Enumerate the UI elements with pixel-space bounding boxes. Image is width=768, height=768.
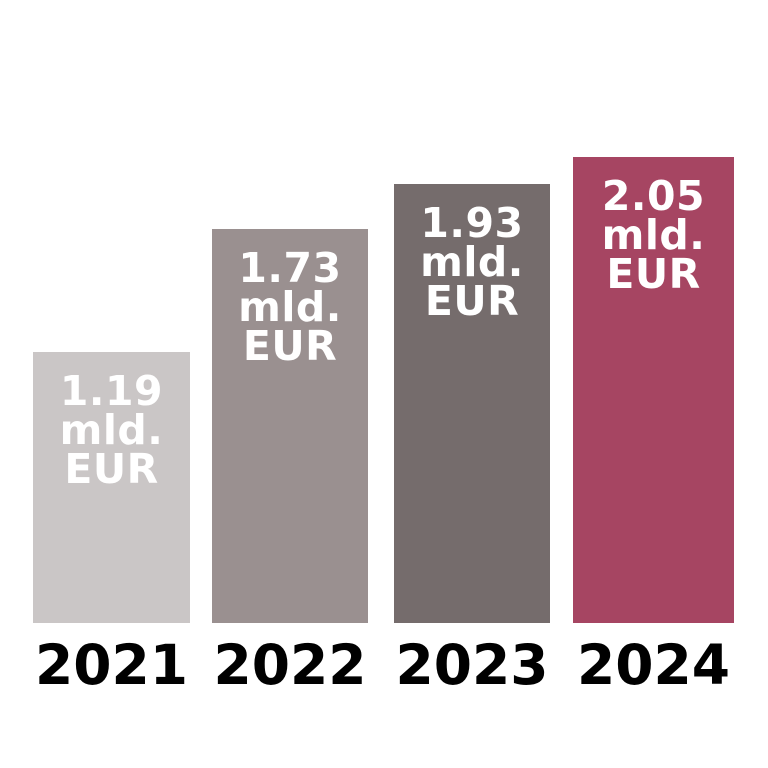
bar-value-label-line: 1.73 xyxy=(238,244,342,292)
bar-value-label: 1.73 mld. EUR xyxy=(212,244,368,370)
bar-value-label-line: mld. xyxy=(238,283,342,331)
bar-value-label: 2.05 mld. EUR xyxy=(573,172,734,298)
bar-value-label-line: EUR xyxy=(606,250,701,298)
bar-value-label-line: mld. xyxy=(420,238,524,286)
bar-value-label-line: 1.19 xyxy=(59,367,164,415)
bar-value-label-line: EUR xyxy=(64,445,159,493)
bar-value-label: 1.19 mld. EUR xyxy=(33,367,190,493)
bar-value-label-line: EUR xyxy=(424,277,520,325)
bar-2024: 2.05 mld. EUR xyxy=(573,157,734,623)
x-axis-label-2023: 2023 xyxy=(395,633,549,697)
x-axis-label-2021: 2021 xyxy=(34,633,189,697)
x-axis-label-2022: 2022 xyxy=(213,633,367,697)
bar-value-label-line: mld. xyxy=(601,211,706,259)
bar-2023: 1.93 mld. EUR xyxy=(394,184,550,623)
x-axis-label-2024: 2024 xyxy=(576,633,731,697)
bar-value-label-line: 2.05 xyxy=(601,172,706,220)
bar-2022: 1.73 mld. EUR xyxy=(212,229,368,623)
bar-value-label-line: EUR xyxy=(242,322,338,370)
bar-value-label: 1.93 mld. EUR xyxy=(394,199,550,325)
bar-value-label-line: 1.93 xyxy=(420,199,524,247)
bar-value-label-line: mld. xyxy=(59,406,164,454)
bar-2021: 1.19 mld. EUR xyxy=(33,352,190,623)
